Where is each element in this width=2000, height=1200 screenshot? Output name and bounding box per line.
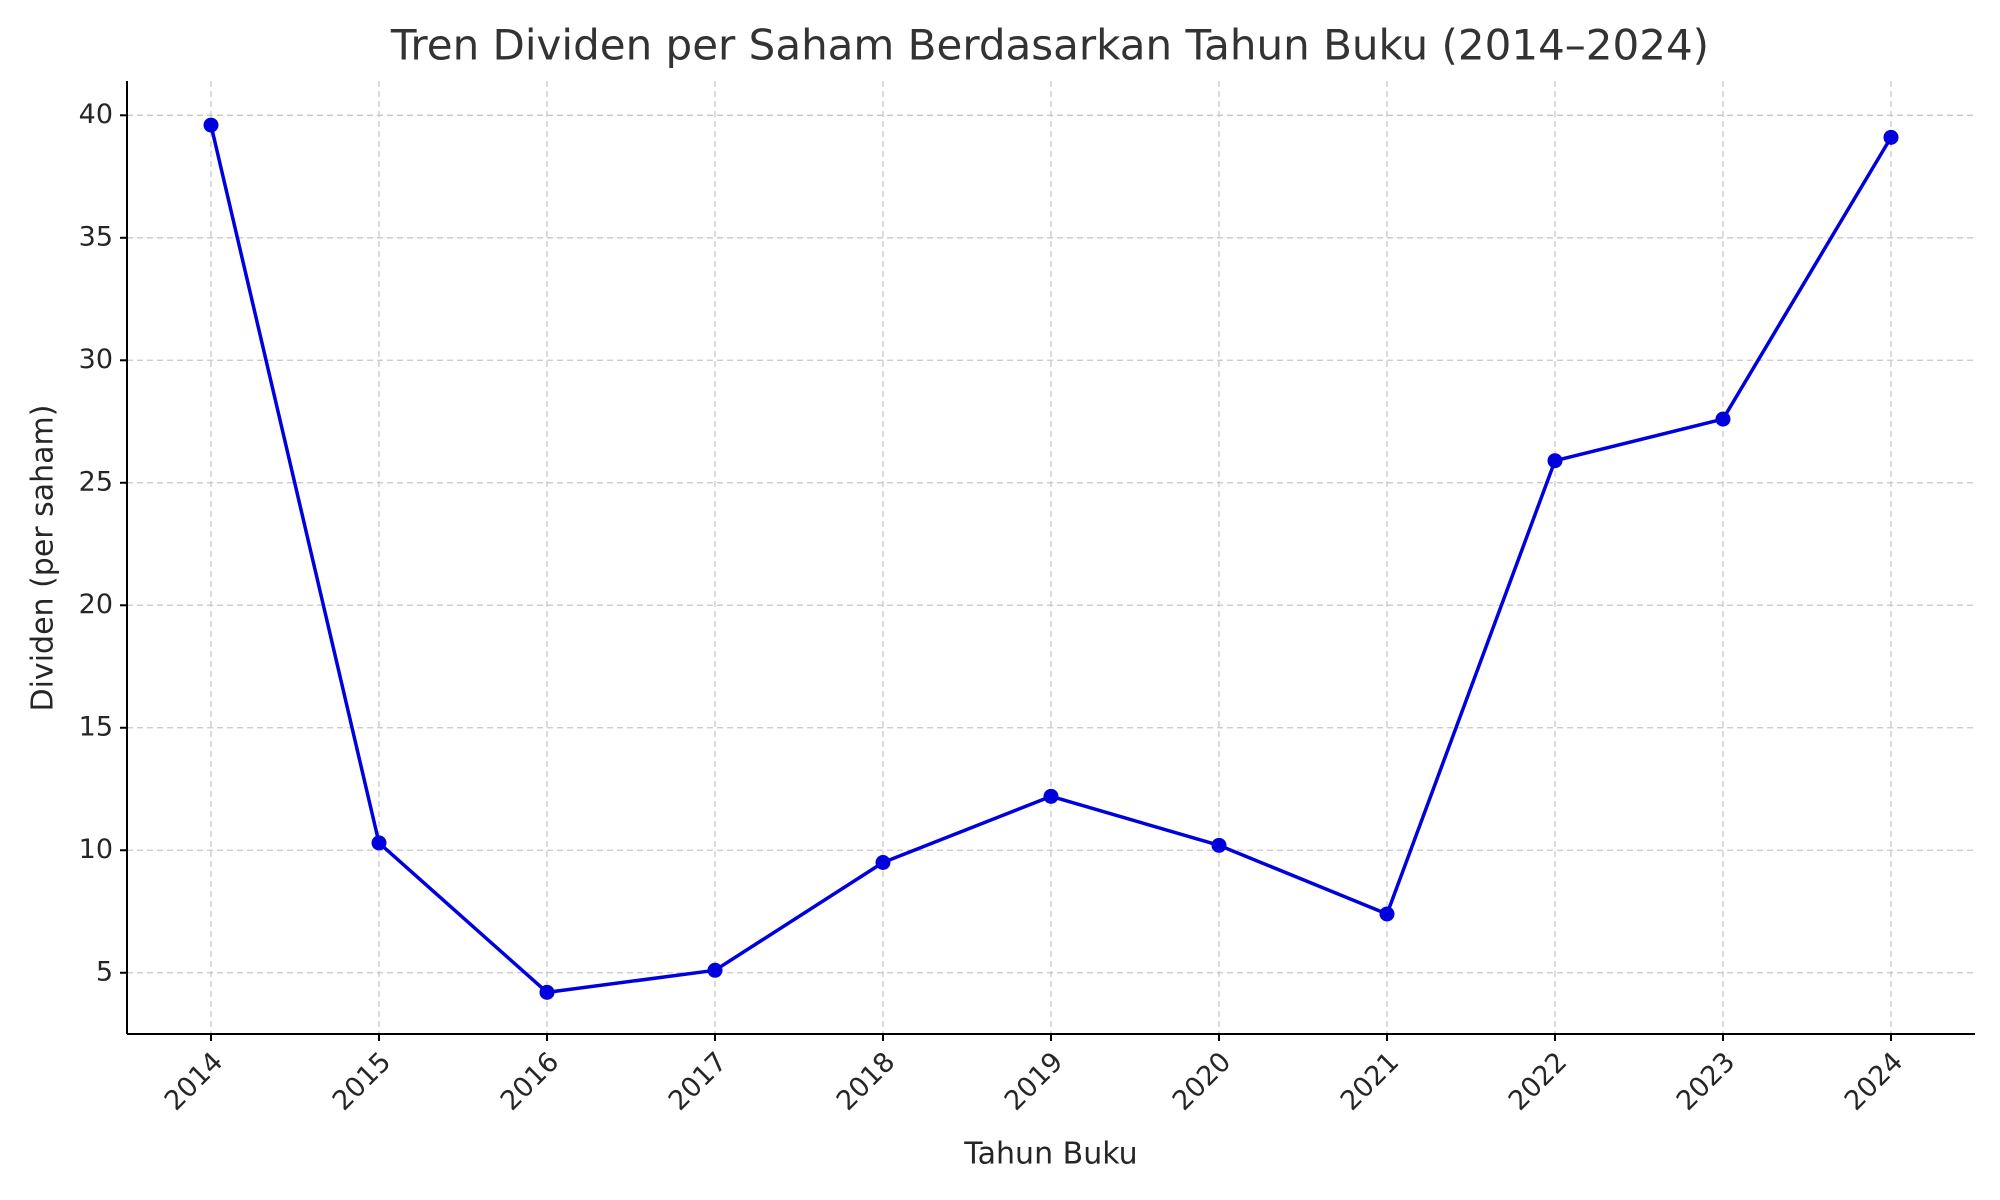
marker (203, 117, 219, 133)
x-tick-label: 2014 (159, 1046, 230, 1117)
marker (875, 855, 891, 871)
plot (203, 117, 1899, 1000)
x-tick-label: 2019 (999, 1046, 1070, 1117)
y-tick-label: 5 (96, 956, 113, 987)
x-tick-label: 2015 (327, 1046, 398, 1117)
marker (1715, 411, 1731, 427)
x-tick-label: 2016 (495, 1046, 566, 1117)
x-tick-label: 2022 (1503, 1046, 1574, 1117)
x-axis-label: Tahun Buku (963, 1137, 1137, 1172)
marker (539, 984, 555, 1000)
y-tick-label: 25 (79, 466, 113, 497)
y-tick-label: 20 (79, 589, 113, 620)
x-tick-label: 2020 (1167, 1046, 1238, 1117)
x-tick-label: 2017 (663, 1046, 734, 1117)
marker (1211, 837, 1227, 853)
y-tick-label: 15 (79, 711, 113, 742)
y-axis-label: Dividen (per saham) (26, 405, 61, 712)
marker (707, 962, 723, 978)
x-tick-label: 2024 (1839, 1046, 1910, 1117)
y-tick-label: 10 (79, 834, 113, 865)
x-tick-label: 2023 (1671, 1046, 1742, 1117)
marker (1547, 453, 1563, 469)
marker (371, 835, 387, 851)
marker (1043, 788, 1059, 804)
y-tick-label: 30 (79, 344, 113, 375)
chart-title: Tren Dividen per Saham Berdasarkan Tahun… (390, 21, 1709, 70)
x-tick-label: 2018 (831, 1046, 902, 1117)
grid (127, 81, 1975, 1034)
marker (1883, 129, 1899, 145)
y-tick-label: 40 (79, 99, 113, 130)
marker (1379, 906, 1395, 922)
x-tick-label: 2021 (1335, 1046, 1406, 1117)
y-tick-label: 35 (79, 221, 113, 252)
